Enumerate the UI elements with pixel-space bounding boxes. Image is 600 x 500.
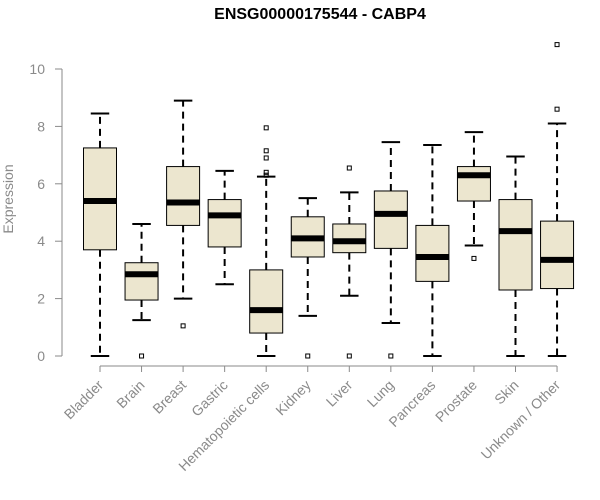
outlier-point (305, 353, 311, 359)
box-group (332, 165, 367, 359)
x-tick-label: Skin (491, 377, 522, 408)
x-tick-label: Lung (364, 377, 397, 410)
y-axis: 0 2 4 6 8 10 (29, 61, 63, 364)
outlier-point (388, 353, 394, 359)
box-group (207, 169, 242, 286)
outlier-point (180, 323, 186, 329)
boxes-layer (83, 42, 575, 359)
outlier-point (263, 148, 269, 154)
chart-title: ENSG00000175544 - CABP4 (214, 6, 426, 23)
box-iqr (124, 262, 159, 301)
y-tick-label: 0 (37, 348, 45, 364)
box-group (373, 141, 408, 359)
box-iqr (498, 199, 533, 291)
box-group (249, 125, 284, 357)
box-group (456, 131, 491, 261)
x-tick-label: Kidney (272, 377, 314, 419)
box-iqr (207, 199, 242, 248)
box-iqr (540, 220, 575, 290)
box-group (540, 42, 575, 357)
y-axis-title: Expression (0, 164, 16, 233)
box-iqr (373, 190, 408, 249)
y-tick-label: 6 (37, 176, 45, 192)
outlier-point (263, 155, 269, 161)
outlier-point (554, 42, 560, 48)
outlier-point (263, 125, 269, 131)
box-group (124, 222, 159, 359)
outlier-point (554, 106, 560, 112)
outlier-point (263, 172, 269, 178)
box-group (83, 112, 117, 357)
y-tick-label: 4 (37, 233, 45, 249)
box-group (166, 99, 201, 329)
box-iqr (166, 166, 201, 226)
x-tick-label: Unknown / Other (478, 377, 564, 463)
outlier-point (263, 169, 269, 175)
x-tick-label: Prostate (432, 377, 480, 425)
outlier-point (346, 165, 352, 171)
y-tick-label: 10 (29, 61, 45, 77)
x-tick-label: Liver (323, 377, 356, 410)
box-iqr (249, 269, 284, 334)
x-tick-label: Bladder (61, 377, 107, 423)
x-tick-label: Breast (149, 377, 189, 417)
box-group (290, 197, 325, 359)
outlier-point (139, 353, 145, 359)
box-group (415, 144, 450, 357)
box-iqr (415, 224, 450, 282)
outlier-point (346, 353, 352, 359)
box-group (498, 155, 533, 357)
x-tick-label: Brain (113, 377, 147, 411)
y-tick-label: 8 (37, 118, 45, 134)
outlier-point (471, 255, 477, 261)
y-tick-label: 2 (37, 291, 45, 307)
box-iqr (456, 166, 491, 202)
